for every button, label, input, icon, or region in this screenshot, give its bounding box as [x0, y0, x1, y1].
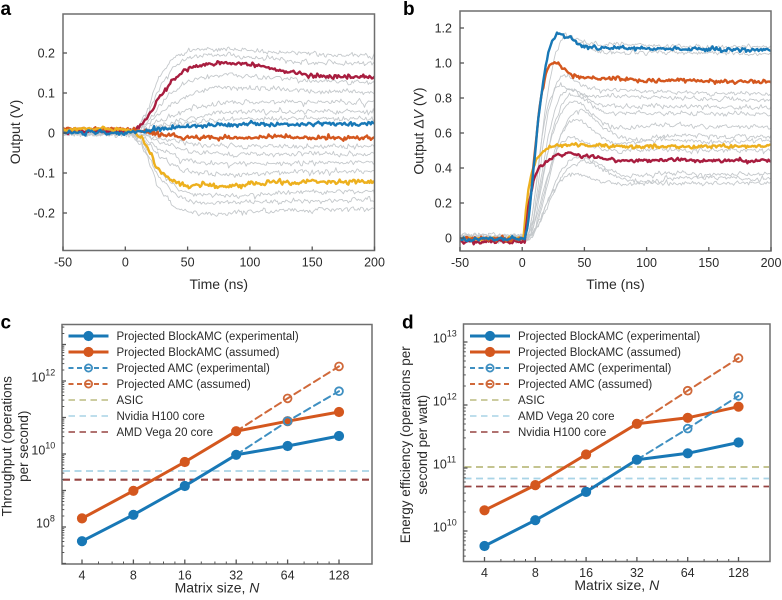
svg-text:4: 4 — [79, 569, 86, 583]
svg-text:second per watt): second per watt) — [415, 395, 430, 495]
svg-text:Projected BlockAMC (assumed): Projected BlockAMC (assumed) — [117, 347, 280, 359]
svg-text:0.1: 0.1 — [38, 87, 55, 101]
svg-text:Projected BlockAMC (experiment: Projected BlockAMC (experimental) — [518, 331, 700, 343]
svg-text:32: 32 — [630, 566, 644, 580]
svg-text:100: 100 — [239, 256, 260, 270]
svg-text:-0.1: -0.1 — [33, 167, 55, 181]
svg-text:50: 50 — [577, 256, 591, 270]
svg-text:10: 10 — [433, 395, 447, 409]
svg-text:0.2: 0.2 — [435, 197, 452, 211]
svg-text:ASIC: ASIC — [117, 395, 144, 407]
svg-text:-50: -50 — [54, 256, 72, 270]
svg-text:c: c — [1, 313, 12, 334]
svg-text:50: 50 — [181, 256, 195, 270]
svg-text:10: 10 — [433, 332, 447, 346]
svg-text:12: 12 — [447, 392, 457, 402]
svg-text:Energy efficiency (operations: Energy efficiency (operations per — [398, 346, 413, 544]
svg-text:Projected AMC (experimental): Projected AMC (experimental) — [518, 363, 672, 375]
svg-text:100: 100 — [636, 256, 657, 270]
svg-text:10: 10 — [45, 441, 55, 451]
svg-text:Projected AMC (experimental): Projected AMC (experimental) — [117, 363, 271, 375]
svg-text:128: 128 — [728, 566, 749, 580]
svg-text:Time (ns): Time (ns) — [586, 276, 645, 292]
svg-text:16: 16 — [579, 566, 593, 580]
svg-text:10: 10 — [31, 371, 45, 385]
svg-text:a: a — [1, 0, 12, 20]
svg-text:4: 4 — [481, 566, 488, 580]
svg-text:Projected AMC (assumed): Projected AMC (assumed) — [518, 379, 652, 391]
svg-text:10: 10 — [433, 458, 447, 472]
svg-text:ASIC: ASIC — [518, 395, 545, 407]
svg-text:Nvidia H100 core: Nvidia H100 core — [117, 411, 205, 423]
svg-text:128: 128 — [329, 569, 350, 583]
svg-text:0.6: 0.6 — [435, 127, 452, 141]
svg-text:200: 200 — [364, 256, 385, 270]
svg-text:-0.2: -0.2 — [33, 207, 55, 221]
svg-text:Projected BlockAMC (assumed): Projected BlockAMC (assumed) — [518, 347, 681, 359]
svg-text:1.2: 1.2 — [435, 22, 452, 36]
svg-text:Matrix size, N: Matrix size, N — [175, 580, 261, 596]
svg-text:0: 0 — [122, 256, 129, 270]
svg-text:Nvidia H100 core: Nvidia H100 core — [518, 427, 606, 439]
svg-text:AMD Vega 20 core: AMD Vega 20 core — [117, 427, 214, 439]
svg-text:per second): per second) — [16, 411, 31, 482]
svg-text:d: d — [402, 313, 414, 334]
svg-text:8: 8 — [532, 566, 539, 580]
svg-text:13: 13 — [447, 329, 457, 339]
svg-text:150: 150 — [698, 256, 719, 270]
svg-text:Output ΔV (V): Output ΔV (V) — [411, 87, 427, 174]
svg-text:8: 8 — [50, 514, 55, 524]
svg-text:64: 64 — [681, 566, 695, 580]
svg-text:0: 0 — [519, 256, 526, 270]
svg-text:Output (V): Output (V) — [7, 100, 23, 165]
svg-text:10: 10 — [447, 518, 457, 528]
svg-text:b: b — [403, 0, 415, 20]
svg-text:11: 11 — [447, 455, 456, 465]
svg-text:0.8: 0.8 — [435, 92, 452, 106]
svg-text:200: 200 — [761, 256, 782, 270]
svg-text:1.0: 1.0 — [435, 57, 452, 71]
svg-text:Time (ns): Time (ns) — [189, 276, 248, 292]
svg-text:0.4: 0.4 — [435, 162, 452, 176]
svg-text:AMD Vega 20 core: AMD Vega 20 core — [518, 411, 615, 423]
svg-text:Matrix size, N: Matrix size, N — [574, 577, 660, 593]
svg-text:0: 0 — [445, 232, 452, 246]
svg-text:8: 8 — [130, 569, 137, 583]
svg-text:12: 12 — [45, 368, 55, 378]
svg-text:150: 150 — [302, 256, 323, 270]
svg-text:64: 64 — [281, 569, 295, 583]
svg-text:Projected BlockAMC (experiment: Projected BlockAMC (experimental) — [117, 331, 299, 343]
svg-text:10: 10 — [433, 521, 447, 535]
svg-text:16: 16 — [178, 569, 192, 583]
svg-text:0: 0 — [48, 127, 55, 141]
svg-text:Projected AMC (assumed): Projected AMC (assumed) — [117, 379, 251, 391]
svg-text:32: 32 — [229, 569, 243, 583]
svg-text:0.2: 0.2 — [38, 47, 55, 61]
svg-text:10: 10 — [31, 444, 45, 458]
svg-text:Throughput (operations: Throughput (operations — [0, 376, 15, 517]
svg-text:10: 10 — [36, 517, 50, 531]
svg-text:-50: -50 — [451, 256, 469, 270]
